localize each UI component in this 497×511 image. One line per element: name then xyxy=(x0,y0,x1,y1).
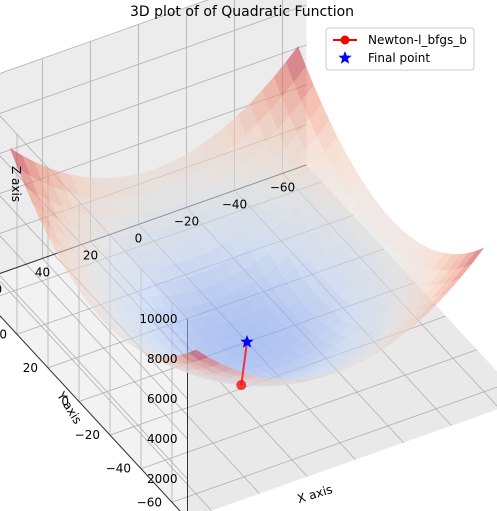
x-tick-label: −20 xyxy=(174,214,199,228)
x-tick-label: −60 xyxy=(270,180,295,194)
y-tick-label: 0 xyxy=(61,395,69,409)
y-tick-label: −40 xyxy=(106,462,131,476)
legend-label-final: Final point xyxy=(368,51,430,65)
legend-label-newton: Newton-l_bfgs_b xyxy=(368,33,467,47)
grid-floor-y xyxy=(171,386,497,503)
z-tick-label: 6000 xyxy=(147,392,178,406)
x-tick-label: 20 xyxy=(83,248,98,262)
x-tick-label: −40 xyxy=(222,197,247,211)
final-point-star xyxy=(240,335,254,348)
y-tick-label: 40 xyxy=(0,327,7,341)
y-tick-label: −20 xyxy=(75,428,100,442)
z-tick-label: 8000 xyxy=(147,352,178,366)
y-tick-label: 20 xyxy=(23,361,38,375)
surface-mesh xyxy=(9,45,485,387)
tick-labels: 0 2000 4000 6000 8000 10000 −60 −40 −20 0 20 40 60 −6… xyxy=(0,180,295,509)
legend-circle-marker xyxy=(340,35,350,45)
x-tick-label: 0 xyxy=(135,231,143,245)
z-axis-label: Z axis xyxy=(9,166,23,202)
z-tick-label: 4000 xyxy=(147,432,178,446)
surface-cell xyxy=(95,311,116,329)
x-tick-label: 60 xyxy=(0,282,2,296)
surface-cell xyxy=(102,320,123,337)
surface-cell xyxy=(149,353,170,363)
newton-path-line xyxy=(240,341,248,386)
legend: Newton-l_bfgs_b Final point xyxy=(325,27,475,71)
grid-floor-y xyxy=(140,349,478,470)
y-tick-label: −60 xyxy=(137,495,162,509)
chart-title: 3D plot of of Quadratic Function xyxy=(130,4,354,20)
x-tick-label: 40 xyxy=(35,265,50,279)
z-tick-label: 10000 xyxy=(139,312,177,326)
surface-cell xyxy=(56,252,77,275)
surface-cell xyxy=(87,302,108,320)
grid-left-z xyxy=(0,235,188,440)
grid-back-z xyxy=(0,4,307,114)
data-series xyxy=(236,335,254,391)
grid-left-z xyxy=(0,275,188,480)
z-tick-label: 2000 xyxy=(147,472,178,486)
y-axis-line xyxy=(0,315,181,511)
surface-cell xyxy=(40,221,62,246)
grid-back-z xyxy=(0,0,209,74)
surface-cell xyxy=(187,349,209,361)
x-axis-label: X axis xyxy=(296,482,335,506)
legend-star-marker xyxy=(338,51,352,64)
surface-cell xyxy=(64,266,85,287)
start-point-marker xyxy=(236,380,247,391)
